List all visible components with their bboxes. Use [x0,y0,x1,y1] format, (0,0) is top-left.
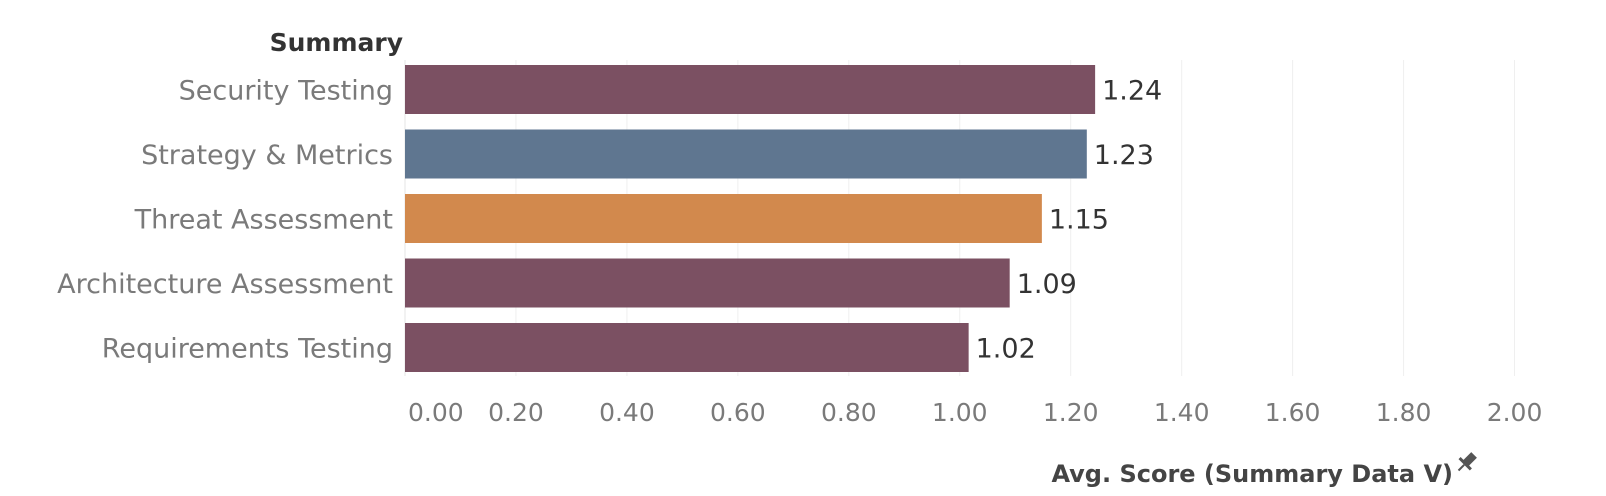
value-label: 1.24 [1102,76,1162,107]
value-label: 1.15 [1049,205,1109,236]
x-tick-label: 1.80 [1376,398,1432,427]
row-header-summary: Summary [270,28,403,57]
category-label: Security Testing [179,76,393,107]
category-label: Threat Assessment [134,205,393,236]
x-tick-label: 0.20 [488,398,544,427]
category-label: Requirements Testing [102,334,393,365]
bar[interactable] [405,258,1010,308]
x-tick-label: 0.60 [710,398,766,427]
value-label: 1.23 [1094,140,1154,171]
category-label: Architecture Assessment [57,269,393,300]
x-tick-label: 1.00 [932,398,988,427]
x-tick-label: 0.40 [599,398,655,427]
bar[interactable] [405,129,1087,179]
x-tick-label: 0.80 [821,398,877,427]
x-tick-label: 1.60 [1265,398,1321,427]
x-tick-label: 2.00 [1487,398,1543,427]
bars: Security Testing 1.24 Strategy & Metrics 1.… [57,65,1162,372]
x-axis-title: Avg. Score (Summary Data V) [1051,460,1453,488]
x-tick-label: 0.00 [408,398,464,427]
category-label: Strategy & Metrics [141,140,393,171]
value-label: 1.09 [1017,269,1077,300]
x-tick-label: 1.20 [1043,398,1099,427]
bar[interactable] [405,194,1042,243]
x-axis-ticks: 0.00 0.20 0.40 0.60 0.80 1.00 1.20 1.40 1.60 1.80… [408,398,1542,427]
value-label: 1.02 [976,334,1036,365]
bar[interactable] [405,323,969,372]
x-tick-label: 1.40 [1154,398,1210,427]
pin-icon[interactable] [1453,449,1480,476]
bar[interactable] [405,65,1096,114]
